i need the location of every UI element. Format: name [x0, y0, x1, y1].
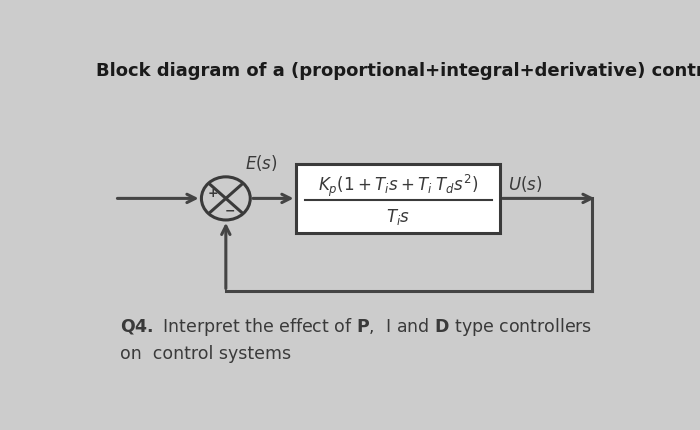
Text: on  control systems: on control systems [120, 344, 291, 362]
Text: $K_p(1 + T_is + T_i\; T_d s^2)$: $K_p(1 + T_is + T_i\; T_d s^2)$ [318, 172, 478, 199]
Text: +: + [208, 187, 218, 200]
Text: $U(s)$: $U(s)$ [508, 174, 542, 194]
Text: −: − [224, 204, 234, 217]
Text: Block diagram of a (proportional+integral+derivative) controller.: Block diagram of a (proportional+integra… [96, 61, 700, 80]
Text: $\mathbf{Q4.}$ Interpret the effect of $\mathbf{P}$,  I and $\mathbf{D}$ type co: $\mathbf{Q4.}$ Interpret the effect of $… [120, 316, 592, 338]
Text: $T_i s$: $T_i s$ [386, 206, 410, 226]
Text: $E(s)$: $E(s)$ [245, 153, 277, 172]
FancyBboxPatch shape [296, 164, 500, 233]
